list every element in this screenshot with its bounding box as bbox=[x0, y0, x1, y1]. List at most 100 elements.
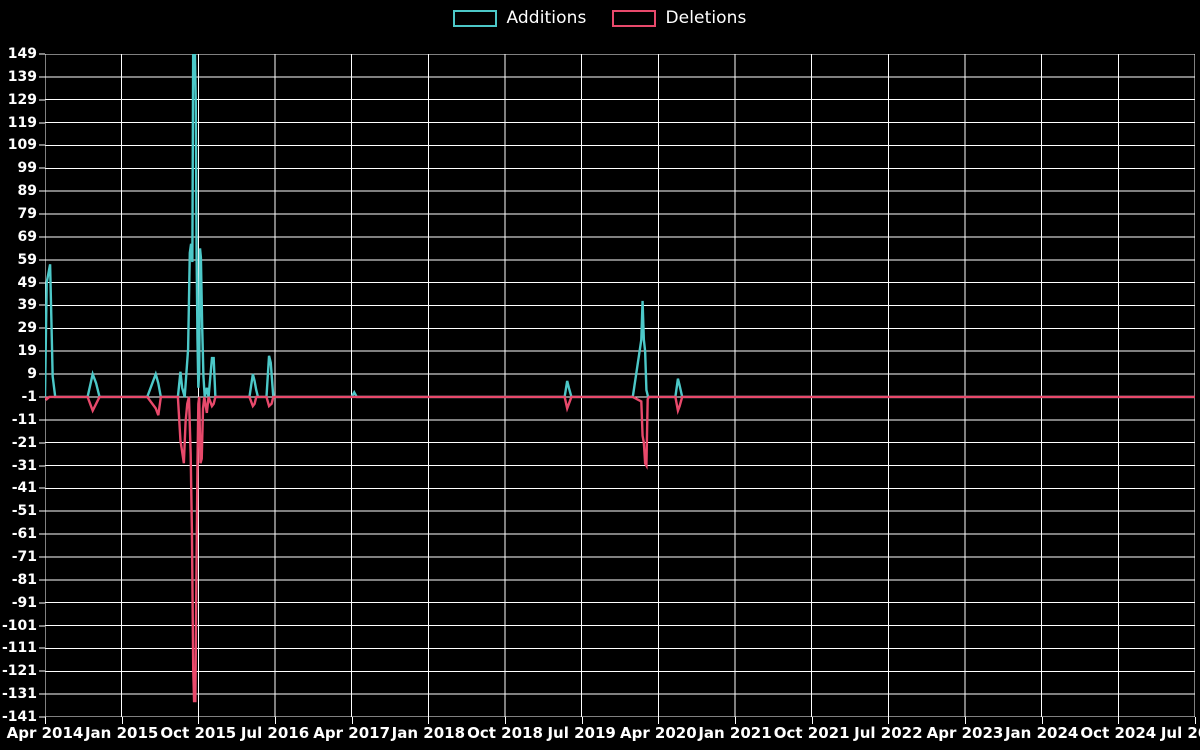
y-tick-mark bbox=[39, 122, 45, 124]
plot-area bbox=[45, 54, 1195, 717]
y-tick-label: -141 bbox=[1, 709, 37, 725]
y-tick-mark bbox=[39, 419, 45, 421]
y-tick-label: 9 bbox=[27, 366, 37, 383]
x-tick-mark bbox=[428, 717, 430, 724]
legend-label-additions: Additions bbox=[506, 7, 587, 28]
x-tick-mark bbox=[965, 717, 966, 724]
x-axis: Apr 2014 Jan 2015 Oct 2015 Jul 2016 Apr 2017… bbox=[0, 717, 1200, 750]
y-tick-mark bbox=[39, 670, 45, 672]
y-tick-mark bbox=[39, 533, 45, 535]
y-tick-label: 69 bbox=[17, 228, 37, 245]
x-tick-mark bbox=[581, 717, 583, 724]
y-tick-mark bbox=[39, 556, 45, 558]
y-tick-mark bbox=[39, 579, 45, 581]
x-tick-label: Apr 2023 bbox=[926, 724, 1004, 742]
y-tick-mark bbox=[39, 53, 45, 55]
x-tick-mark bbox=[45, 717, 46, 724]
y-tick-label: -111 bbox=[1, 640, 37, 657]
y-tick-label: 89 bbox=[17, 183, 37, 200]
x-tick-mark bbox=[505, 717, 506, 724]
x-tick-label: Jan 2021 bbox=[698, 724, 772, 742]
series-line-additions bbox=[45, 54, 1195, 399]
y-tick-label: 19 bbox=[17, 343, 37, 360]
x-tick-mark bbox=[275, 717, 276, 724]
x-tick-label: Jan 2024 bbox=[1004, 724, 1079, 742]
x-tick-mark bbox=[888, 717, 890, 724]
y-tick-mark bbox=[39, 647, 45, 649]
series-line-deletions bbox=[45, 395, 1195, 703]
x-tick-mark bbox=[198, 717, 200, 724]
y-tick-mark bbox=[39, 99, 45, 101]
x-tick-label: Oct 2015 bbox=[160, 724, 237, 742]
x-tick-label: Jan 2018 bbox=[391, 724, 466, 742]
y-axis: 149 139 129 119 109 99 89 79 69 59 49 39 29 19 9 -1 -11 -… bbox=[0, 0, 45, 750]
y-tick-label: 39 bbox=[17, 297, 37, 314]
grid-lines bbox=[45, 54, 1195, 717]
y-tick-mark bbox=[39, 396, 45, 398]
y-tick-mark bbox=[39, 487, 45, 489]
x-tick-label: Oct 2018 bbox=[467, 724, 543, 742]
x-tick-mark bbox=[351, 717, 353, 724]
x-tick-label: Apr 2017 bbox=[313, 724, 391, 742]
y-tick-label: -71 bbox=[11, 548, 37, 565]
y-tick-label: -61 bbox=[11, 526, 37, 543]
x-tick-mark bbox=[811, 717, 813, 724]
legend-swatch-icon-additions bbox=[453, 9, 498, 27]
y-tick-mark bbox=[39, 716, 45, 718]
y-tick-label: 29 bbox=[17, 320, 37, 337]
y-tick-label: 139 bbox=[7, 68, 37, 85]
y-tick-mark bbox=[39, 625, 45, 627]
y-tick-label: 59 bbox=[17, 251, 37, 268]
y-tick-label: -1 bbox=[21, 388, 37, 405]
x-tick-mark bbox=[121, 717, 123, 724]
y-tick-label: -131 bbox=[1, 686, 37, 703]
x-tick-label: Oct 2024 bbox=[1080, 724, 1157, 742]
y-tick-label: -41 bbox=[11, 480, 37, 497]
y-tick-mark bbox=[39, 304, 45, 306]
y-tick-mark bbox=[39, 259, 45, 261]
legend-swatch-icon-deletions bbox=[612, 9, 657, 27]
y-tick-mark bbox=[39, 442, 45, 444]
y-tick-mark bbox=[39, 236, 45, 238]
x-tick-label: Jul 2016 bbox=[240, 724, 310, 742]
x-tick-mark bbox=[735, 717, 736, 724]
x-tick-label: Oct 2021 bbox=[773, 724, 850, 742]
x-tick-label: Jul 2019 bbox=[547, 724, 616, 742]
legend-item-additions[interactable]: Additions bbox=[453, 7, 587, 28]
legend-label-deletions: Deletions bbox=[665, 7, 747, 28]
y-tick-label: -31 bbox=[11, 457, 37, 474]
data-series bbox=[45, 54, 1195, 703]
legend-item-deletions[interactable]: Deletions bbox=[612, 7, 747, 28]
y-tick-label: 99 bbox=[17, 160, 37, 177]
y-tick-mark bbox=[39, 282, 45, 284]
y-tick-label: -21 bbox=[11, 434, 37, 451]
y-tick-mark bbox=[39, 144, 45, 146]
y-tick-label: -51 bbox=[11, 503, 37, 520]
y-tick-label: 149 bbox=[7, 46, 37, 62]
x-tick-mark bbox=[658, 717, 660, 724]
y-tick-label: -91 bbox=[11, 594, 37, 611]
x-tick-mark bbox=[1195, 717, 1196, 724]
y-tick-mark bbox=[39, 167, 45, 169]
chart-legend: Additions Deletions bbox=[0, 0, 1200, 36]
x-tick-label: Jan 2015 bbox=[84, 724, 159, 742]
y-tick-label: -81 bbox=[11, 571, 37, 588]
y-tick-label: 79 bbox=[17, 206, 37, 223]
x-tick-label: Jul 2022 bbox=[854, 724, 923, 742]
y-tick-mark bbox=[39, 350, 45, 352]
y-tick-mark bbox=[39, 213, 45, 215]
y-tick-label: 49 bbox=[17, 274, 37, 291]
x-tick-label: Jul 2025 bbox=[1160, 724, 1200, 742]
y-tick-mark bbox=[39, 327, 45, 329]
y-tick-label: 129 bbox=[7, 91, 37, 108]
y-tick-mark bbox=[39, 693, 45, 695]
y-tick-label: 109 bbox=[7, 137, 37, 154]
y-tick-label: 119 bbox=[7, 114, 37, 131]
y-tick-mark bbox=[39, 373, 45, 375]
y-tick-mark bbox=[39, 190, 45, 192]
x-tick-mark bbox=[1041, 717, 1043, 724]
x-tick-mark bbox=[1118, 717, 1120, 724]
y-tick-label: -121 bbox=[1, 663, 37, 680]
y-tick-mark bbox=[39, 510, 45, 512]
